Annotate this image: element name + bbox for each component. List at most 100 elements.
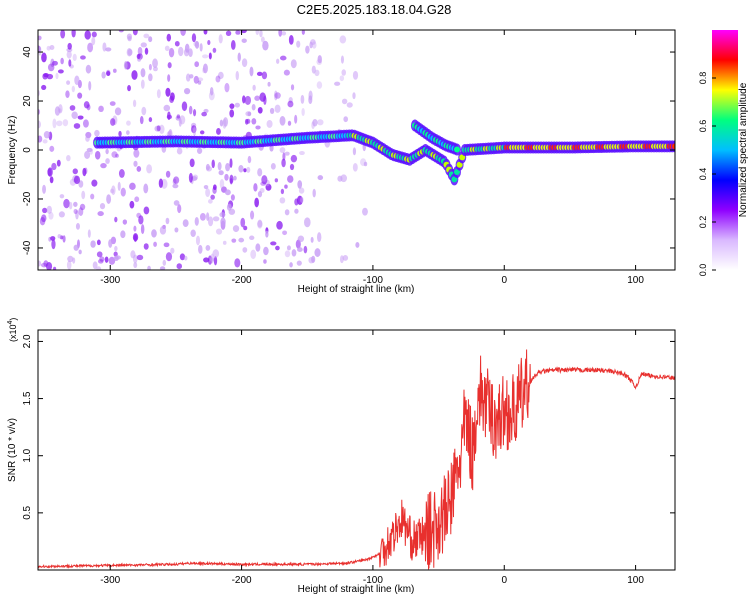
heatmap-cell (298, 187, 305, 194)
heatmap-cell (290, 84, 295, 91)
y-tick-label: 0 (22, 147, 33, 153)
heatmap-cell (263, 246, 269, 256)
heatmap-cell (312, 188, 316, 198)
heatmap-cell (311, 65, 316, 74)
heatmap-cell (65, 90, 70, 98)
heatmap-cell (266, 119, 273, 128)
heatmap-cell (90, 193, 95, 200)
heatmap-cell (284, 250, 291, 258)
heatmap-cell (126, 120, 131, 126)
colorbar-tick-label: 0.4 (698, 168, 708, 181)
heatmap-cell (126, 33, 132, 40)
heatmap-cell (82, 167, 87, 177)
heatmap-cell (188, 105, 193, 115)
heatmap-cell (334, 81, 341, 86)
heatmap-cell (229, 158, 233, 168)
heatmap-cell (146, 164, 153, 174)
x-tick-label: 100 (627, 575, 644, 586)
heatmap-cell (38, 135, 43, 143)
heatmap-cell (108, 256, 116, 265)
heatmap-cell (118, 30, 124, 33)
heatmap-cell (352, 70, 359, 80)
heatmap-cell (140, 79, 145, 89)
heatmap-cell (237, 52, 241, 62)
heatmap-cell (173, 176, 180, 184)
heatmap-cell (151, 229, 157, 238)
heatmap-cell (60, 57, 64, 65)
heatmap-cell (212, 216, 220, 222)
heatmap-cell (80, 55, 86, 60)
heatmap-cell (278, 30, 283, 37)
heatmap-cell (143, 33, 150, 39)
heatmap-cell (305, 45, 310, 54)
heatmap-cell (240, 30, 247, 34)
heatmap-cell (311, 255, 316, 263)
heatmap-cell (247, 155, 252, 164)
heatmap-cell (279, 197, 286, 204)
heatmap-cell (140, 68, 146, 78)
heatmap-cell (174, 227, 179, 233)
heatmap-cell (38, 35, 42, 41)
heatmap-cell (212, 186, 217, 194)
heatmap-cell (106, 71, 111, 76)
heatmap-cell (84, 150, 91, 159)
spectrogram-x-label: Height of straight line (km) (298, 284, 415, 295)
heatmap-cell (282, 230, 288, 236)
heatmap-cell (71, 30, 76, 38)
heatmap-cell (179, 253, 186, 261)
heatmap-cell (136, 212, 142, 219)
heatmap-cell (212, 249, 220, 258)
x-tick-label: -200 (232, 575, 252, 586)
heatmap-cell (304, 217, 311, 228)
heatmap-cell (144, 47, 149, 55)
heatmap-cell (270, 241, 277, 246)
heatmap-cell (108, 239, 113, 248)
heatmap-cell (256, 71, 263, 77)
heatmap-cell (294, 114, 298, 124)
heatmap-cell (317, 55, 322, 64)
heatmap-cell (38, 46, 42, 56)
colorbar-tick-label: 0.6 (698, 120, 708, 133)
heatmap-cell (133, 149, 140, 158)
y-tick-label: -40 (22, 240, 33, 255)
heatmap-cell (143, 243, 149, 250)
heatmap-cell (137, 46, 143, 56)
heatmap-cell (288, 35, 294, 45)
heatmap-cell (341, 98, 348, 105)
heatmap-cell (75, 209, 79, 220)
heatmap-cell (169, 95, 174, 103)
heatmap-cell (49, 145, 55, 152)
heatmap-cell (72, 53, 77, 62)
heatmap-cell (141, 106, 147, 116)
heatmap-cell (343, 116, 349, 123)
spectrogram-y-axis: -40 -20 0 20 40 (22, 46, 675, 255)
heatmap-cell (213, 256, 218, 266)
spectrogram-x-axis: -300 -200 -100 0 100 (100, 30, 644, 286)
heatmap-cell (218, 71, 224, 80)
heatmap-cell (73, 208, 78, 215)
heatmap-cell (42, 139, 48, 144)
heatmap-cell (120, 230, 126, 239)
heatmap-cell (133, 160, 138, 167)
heatmap-cell (122, 219, 128, 225)
heatmap-cell (163, 242, 170, 248)
heatmap-cell (91, 36, 96, 46)
heatmap-cell (75, 222, 80, 230)
heatmap-cell (101, 71, 106, 79)
heatmap-cell (232, 225, 240, 233)
heatmap-cell (312, 118, 318, 127)
heatmap-cell (52, 60, 58, 66)
heatmap-cell (355, 241, 360, 248)
heatmap-cell (235, 70, 239, 81)
heatmap-cell (269, 107, 275, 115)
heatmap-cell (257, 220, 263, 229)
heatmap-cell (90, 240, 96, 248)
heatmap-cell (98, 259, 104, 264)
heatmap-cell (59, 194, 65, 199)
heatmap-cell (317, 232, 322, 243)
heatmap-cell (162, 259, 167, 266)
heatmap-cell (245, 111, 252, 117)
heatmap-cell (203, 184, 209, 190)
heatmap-cell (294, 208, 299, 214)
heatmap-cell (82, 119, 89, 128)
